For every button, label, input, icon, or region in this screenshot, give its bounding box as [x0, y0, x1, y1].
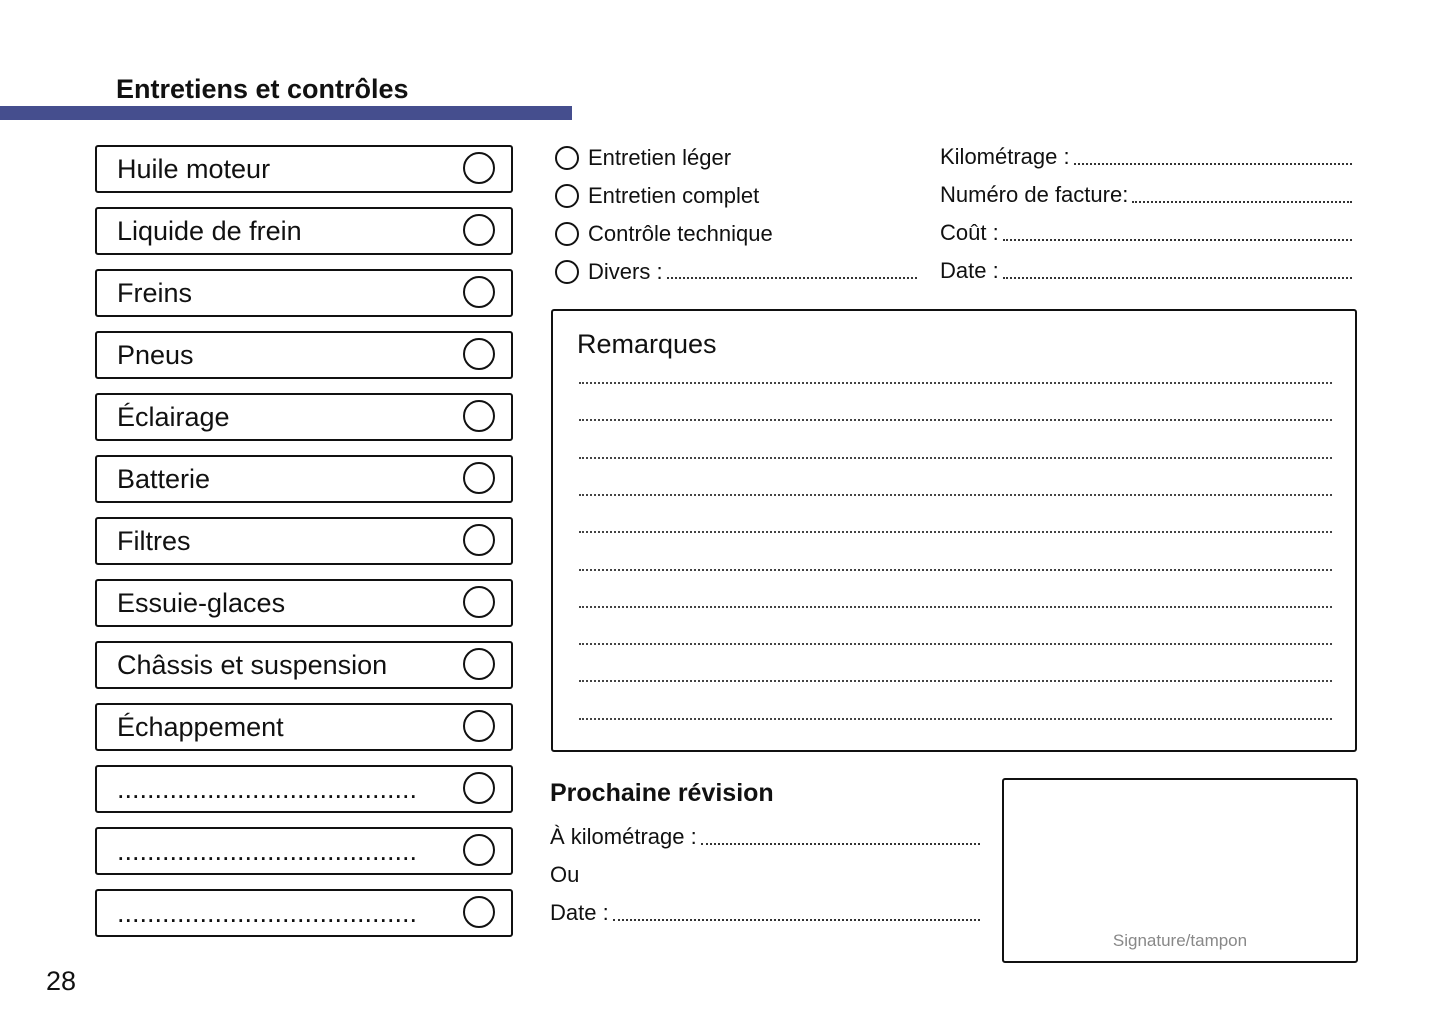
checklist-label: Essuie-glaces: [117, 588, 286, 618]
service-field[interactable]: Coût :: [940, 220, 1352, 246]
checklist-label: Huile moteur: [117, 154, 271, 184]
radio-circle[interactable]: [555, 222, 579, 246]
checklist-label: Liquide de frein: [117, 216, 302, 246]
checklist-item: ........................................: [95, 827, 513, 875]
checklist-label: ........................................: [117, 898, 418, 928]
remarks-line: [579, 717, 1332, 720]
checklist-item: Batterie: [95, 455, 513, 503]
remarks-line: [579, 493, 1332, 496]
checkbox-circle[interactable]: [463, 648, 495, 680]
checklist-label: Éclairage: [117, 402, 230, 432]
checklist-item: Filtres: [95, 517, 513, 565]
dotted-line: [1073, 163, 1352, 165]
radio-circle[interactable]: [555, 260, 579, 284]
checkbox-circle[interactable]: [463, 338, 495, 370]
field-label: Numéro de facture:: [940, 182, 1129, 207]
service-type-option[interactable]: Entretien léger: [555, 145, 731, 171]
service-type-option[interactable]: Entretien complet: [555, 183, 759, 209]
dotted-line: [1132, 201, 1352, 203]
checklist-item: ........................................: [95, 889, 513, 937]
option-label: Divers :: [588, 259, 663, 284]
next-mileage-field[interactable]: À kilométrage :: [550, 824, 980, 850]
checklist-label: Filtres: [117, 526, 191, 556]
service-field[interactable]: Numéro de facture:: [940, 182, 1352, 208]
remarks-line: [579, 456, 1332, 459]
checklist-label: ........................................: [117, 836, 418, 866]
remarks-line: [579, 680, 1332, 683]
remarks-line: [579, 531, 1332, 534]
checkbox-circle[interactable]: [463, 400, 495, 432]
checklist-item: Éclairage: [95, 393, 513, 441]
or-text: Ou: [550, 862, 580, 887]
remarks-line: [579, 568, 1332, 571]
checkbox-circle[interactable]: [463, 834, 495, 866]
page-number: 28: [46, 966, 77, 996]
next-service-title: Prochaine révision: [550, 779, 774, 807]
service-type-option[interactable]: Contrôle technique: [555, 221, 773, 247]
checklist-item: Échappement: [95, 703, 513, 751]
checklist-item: ........................................: [95, 765, 513, 813]
checklist-label: Échappement: [117, 712, 284, 742]
signature-box[interactable]: Signature/tampon: [1002, 778, 1358, 963]
checklist-item: Châssis et suspension: [95, 641, 513, 689]
checkbox-circle[interactable]: [463, 462, 495, 494]
checklist-label: Châssis et suspension: [117, 650, 388, 680]
next-date-field[interactable]: Date :: [550, 900, 980, 926]
header-bar: [0, 106, 572, 120]
field-label: Kilométrage :: [940, 144, 1070, 169]
remarks-line: [579, 419, 1332, 422]
checkbox-circle[interactable]: [463, 214, 495, 246]
checklist-item: Freins: [95, 269, 513, 317]
checklist-label: Pneus: [117, 340, 194, 370]
service-type-option[interactable]: Divers :: [555, 259, 917, 285]
dotted-line: [612, 919, 980, 921]
radio-circle[interactable]: [555, 146, 579, 170]
dotted-line: [700, 843, 980, 845]
next-mileage-label: À kilométrage :: [550, 824, 697, 849]
service-field[interactable]: Kilométrage :: [940, 144, 1352, 170]
radio-circle[interactable]: [555, 184, 579, 208]
checkbox-circle[interactable]: [463, 586, 495, 618]
option-label: Entretien complet: [588, 183, 760, 208]
remarks-line: [579, 643, 1332, 646]
checklist-label: ........................................: [117, 774, 418, 804]
signature-label: Signature/tampon: [1112, 931, 1248, 950]
remarks-title: Remarques: [577, 329, 717, 359]
option-label: Contrôle technique: [588, 221, 773, 246]
service-field[interactable]: Date :: [940, 258, 1352, 284]
remarks-line: [579, 605, 1332, 608]
option-label: Entretien léger: [588, 145, 732, 170]
checkbox-circle[interactable]: [463, 524, 495, 556]
checklist-item: Pneus: [95, 331, 513, 379]
next-date-label: Date :: [550, 900, 609, 925]
or-label: Ou: [550, 862, 579, 888]
checkbox-circle[interactable]: [463, 152, 495, 184]
checklist-label: Batterie: [117, 464, 211, 494]
checklist-item: Liquide de frein: [95, 207, 513, 255]
checklist-label: Freins: [117, 278, 193, 308]
checkbox-circle[interactable]: [463, 710, 495, 742]
checkbox-circle[interactable]: [463, 772, 495, 804]
dotted-line: [1002, 239, 1352, 241]
remarks-box[interactable]: Remarques: [551, 309, 1357, 752]
dotted-line: [1002, 277, 1352, 279]
remarks-line: [579, 382, 1332, 384]
field-label: Coût :: [940, 220, 999, 245]
checklist-item: Huile moteur: [95, 145, 513, 193]
page-title: Entretiens et contrôles: [116, 74, 409, 104]
checkbox-circle[interactable]: [463, 276, 495, 308]
checklist-item: Essuie-glaces: [95, 579, 513, 627]
dotted-line: [666, 277, 917, 279]
field-label: Date :: [940, 258, 999, 283]
checkbox-circle[interactable]: [463, 896, 495, 928]
